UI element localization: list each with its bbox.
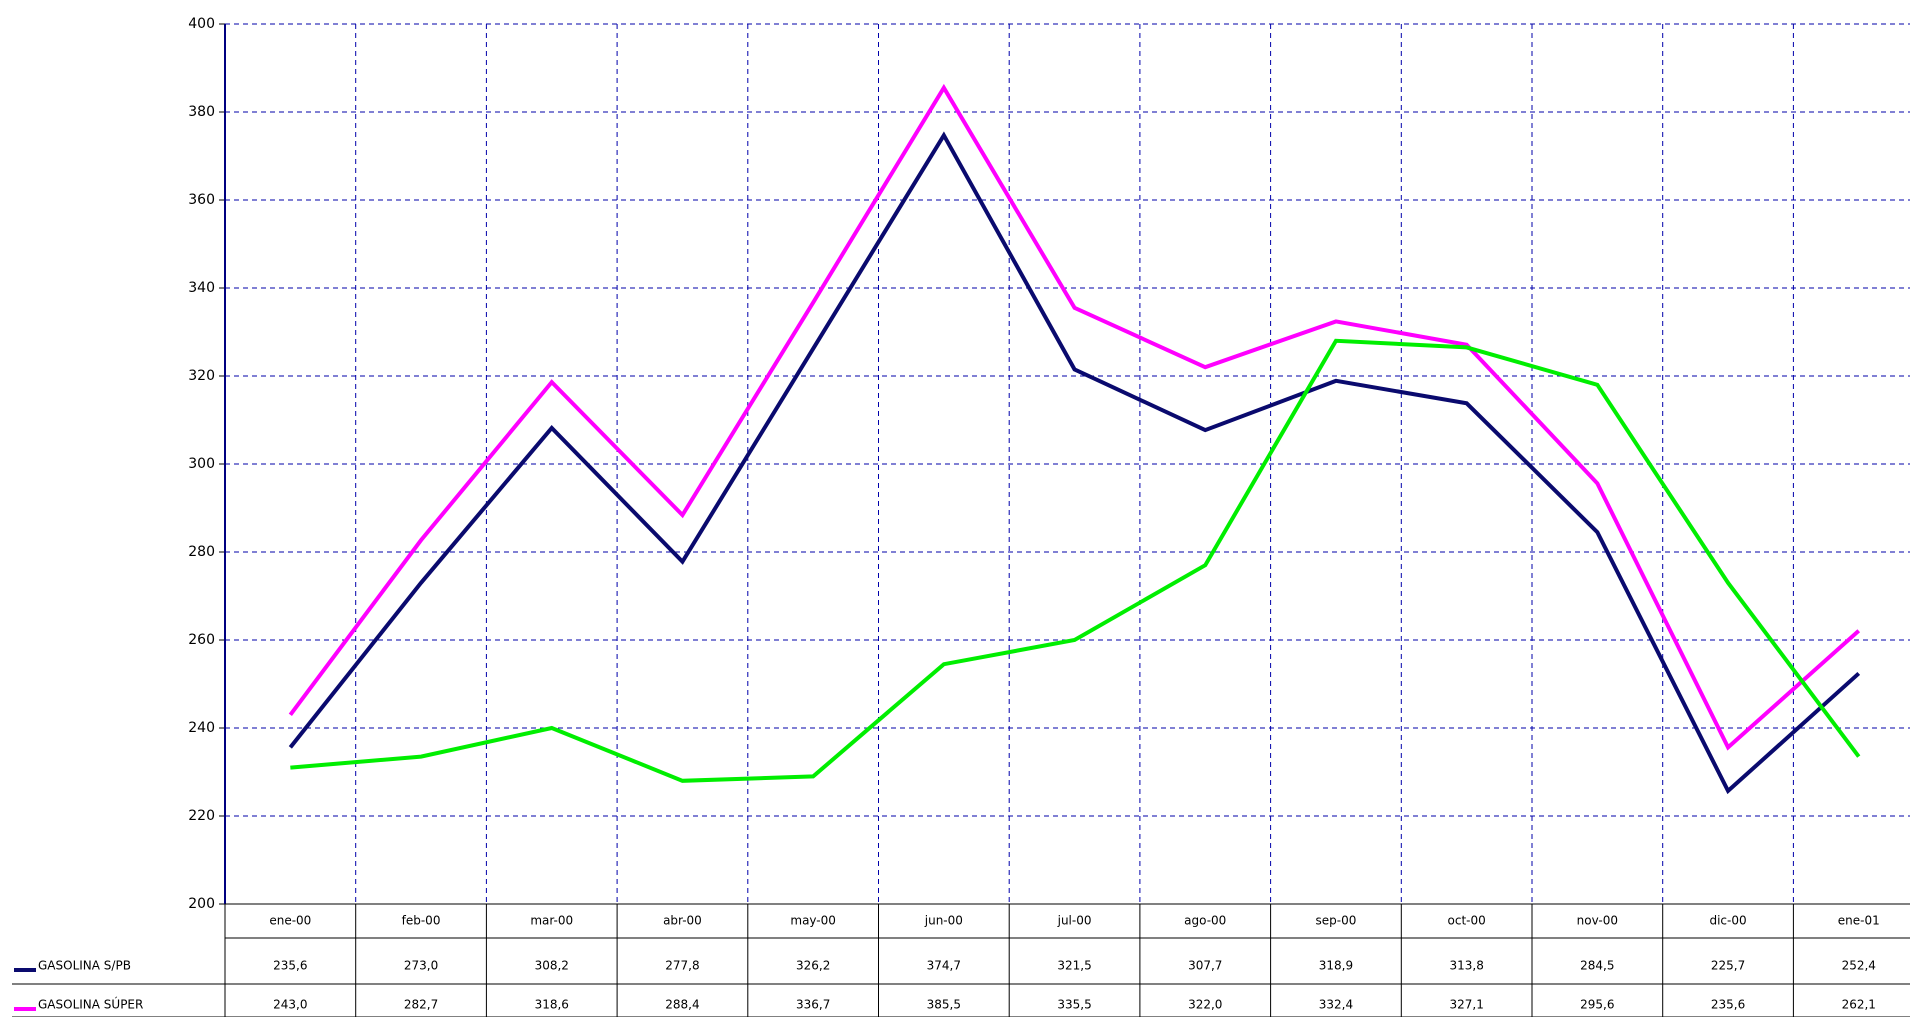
data-label: 277,8	[665, 959, 699, 973]
y-tick-label: 380	[188, 104, 215, 120]
data-label: 288,4	[665, 998, 699, 1012]
data-label: 327,1	[1449, 998, 1483, 1012]
x-tick-label: sep-00	[1316, 914, 1357, 928]
y-tick-label: 360	[188, 192, 215, 208]
data-label: 322,0	[1188, 998, 1222, 1012]
data-label: 318,6	[535, 998, 569, 1012]
x-tick-label: ene-01	[1838, 914, 1880, 928]
x-tick-label: ago-00	[1184, 914, 1226, 928]
x-tick-label: feb-00	[402, 914, 441, 928]
data-label: 307,7	[1188, 959, 1222, 973]
y-tick-label: 340	[188, 280, 215, 296]
x-tick-label: jul-00	[1057, 914, 1092, 928]
legend-label: GASOLINA SÚPER	[38, 997, 143, 1012]
data-label: 336,7	[796, 998, 830, 1012]
data-label: 262,1	[1842, 998, 1876, 1012]
data-label: 321,5	[1057, 959, 1091, 973]
data-label: 282,7	[404, 998, 438, 1012]
x-tick-label: dic-00	[1709, 914, 1746, 928]
data-label: 243,0	[273, 998, 307, 1012]
legend-label: GASOLINA S/PB	[38, 959, 131, 973]
data-label: 295,6	[1580, 998, 1614, 1012]
x-tick-label: ene-00	[269, 914, 311, 928]
y-tick-label: 280	[188, 544, 215, 560]
x-tick-label: mar-00	[530, 914, 573, 928]
x-tick-label: nov-00	[1577, 914, 1618, 928]
x-tick-label: abr-00	[663, 914, 702, 928]
data-label: 235,6	[1711, 998, 1745, 1012]
x-tick-label: may-00	[790, 914, 836, 928]
data-label: 313,8	[1449, 959, 1483, 973]
data-label: 252,4	[1842, 959, 1876, 973]
data-label: 225,7	[1711, 959, 1745, 973]
y-tick-label: 200	[188, 896, 215, 912]
y-tick-label: 300	[188, 456, 215, 472]
y-tick-label: 320	[188, 368, 215, 384]
series-line	[288, 83, 1861, 751]
data-label: 308,2	[535, 959, 569, 973]
x-tick-label: oct-00	[1448, 914, 1486, 928]
data-label: 332,4	[1319, 998, 1353, 1012]
data-label: 284,5	[1580, 959, 1614, 973]
data-label: 385,5	[927, 998, 961, 1012]
y-tick-label: 220	[188, 808, 215, 824]
data-label: 326,2	[796, 959, 830, 973]
y-tick-label: 240	[188, 720, 215, 736]
data-label: 374,7	[927, 959, 961, 973]
x-tick-label: jun-00	[924, 914, 963, 928]
data-label: 235,6	[273, 959, 307, 973]
data-label: 273,0	[404, 959, 438, 973]
series-line	[290, 338, 1861, 783]
data-label: 335,5	[1057, 998, 1091, 1012]
series-line	[288, 131, 1861, 795]
y-tick-label: 400	[188, 16, 215, 32]
data-label: 318,9	[1319, 959, 1353, 973]
y-tick-label: 260	[188, 632, 215, 648]
